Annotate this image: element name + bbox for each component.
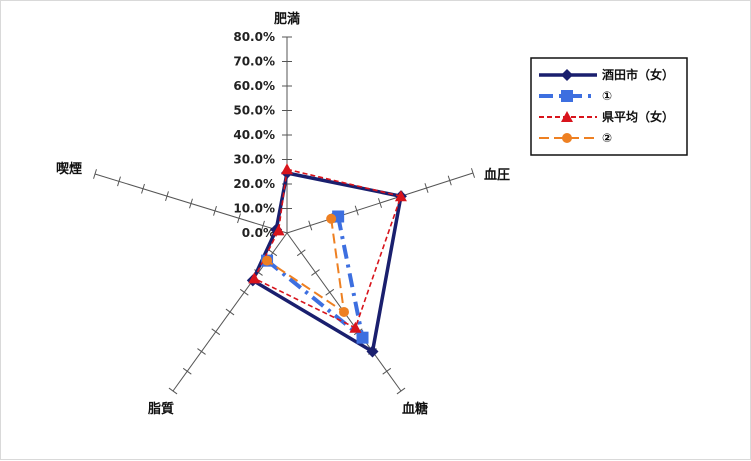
series-line-2 xyxy=(253,168,402,329)
data-point xyxy=(272,224,285,236)
data-point xyxy=(248,272,261,284)
legend-label-2: 県平均（女） xyxy=(602,109,674,124)
series-2 xyxy=(248,163,407,333)
axis-tick xyxy=(189,198,193,209)
axis-tick xyxy=(93,169,97,179)
axis-tick xyxy=(261,220,265,231)
axis-label-4: 喫煙 xyxy=(56,161,82,177)
radial-tick-label: 10.0% xyxy=(233,202,275,216)
data-point xyxy=(394,190,407,202)
axis-label-2: 血糖 xyxy=(402,401,428,417)
axis-tick xyxy=(470,168,476,178)
legend-label-1: ① xyxy=(602,89,612,103)
radial-tick-label: 50.0% xyxy=(233,104,275,118)
radar-axes xyxy=(93,36,476,395)
axis-tick xyxy=(424,183,429,193)
axis-tick xyxy=(396,387,406,395)
radial-tick-label: 70.0% xyxy=(233,55,275,69)
legend-label-0: 酒田市（女） xyxy=(602,67,674,82)
series-3 xyxy=(262,213,349,317)
data-point xyxy=(366,345,379,358)
axis-tick xyxy=(141,183,145,194)
axis-tick xyxy=(268,249,278,257)
axis-tick xyxy=(225,308,235,316)
axis-label-3: 脂質 xyxy=(147,401,174,417)
data-point xyxy=(326,213,337,224)
axis-tick xyxy=(165,191,169,202)
legend-marker-1 xyxy=(561,90,573,102)
axis-tick xyxy=(213,205,217,216)
radial-tick-label: 60.0% xyxy=(233,79,275,93)
radial-tick-label: 0.0% xyxy=(242,226,275,240)
radial-tick-label: 20.0% xyxy=(233,177,275,191)
legend-marker-3 xyxy=(562,133,572,143)
axis-tick xyxy=(311,269,320,276)
series-1 xyxy=(261,210,369,344)
radial-tick-label: 40.0% xyxy=(233,128,275,142)
data-point xyxy=(339,307,349,317)
axis-tick xyxy=(325,288,335,296)
axis-tick xyxy=(377,198,383,208)
axis-label-1: 血圧 xyxy=(484,167,510,183)
data-point xyxy=(349,321,362,333)
radial-tick-label: 80.0% xyxy=(233,30,275,44)
axis-tick xyxy=(296,249,306,257)
data-point xyxy=(281,163,293,175)
axis-tick xyxy=(354,205,359,216)
axis-tick xyxy=(117,176,121,187)
legend-label-3: ② xyxy=(602,131,612,145)
axis-tick xyxy=(239,288,249,296)
legend-marker-2 xyxy=(561,111,573,122)
axis-tick xyxy=(197,348,206,355)
axis-tick xyxy=(237,213,241,224)
axis-tick xyxy=(182,367,192,375)
data-point xyxy=(262,255,273,266)
axis-tick xyxy=(211,328,221,336)
radial-tick-labels: 0.0% 10.0% 20.0% 30.0% 40.0% 50.0% 60.0% 70.0% 8… xyxy=(233,30,275,240)
radial-tick-label: 30.0% xyxy=(233,153,275,167)
axis-tick xyxy=(168,387,178,395)
axis-label-0: 肥満 xyxy=(274,11,300,27)
axis-tick xyxy=(308,220,313,231)
legend: 酒田市（女） ① 県平均（女） ② xyxy=(530,57,688,156)
legend-marker-0 xyxy=(561,69,573,81)
axis-tick xyxy=(447,175,452,186)
axis-tick xyxy=(382,367,392,375)
data-point xyxy=(356,331,369,344)
